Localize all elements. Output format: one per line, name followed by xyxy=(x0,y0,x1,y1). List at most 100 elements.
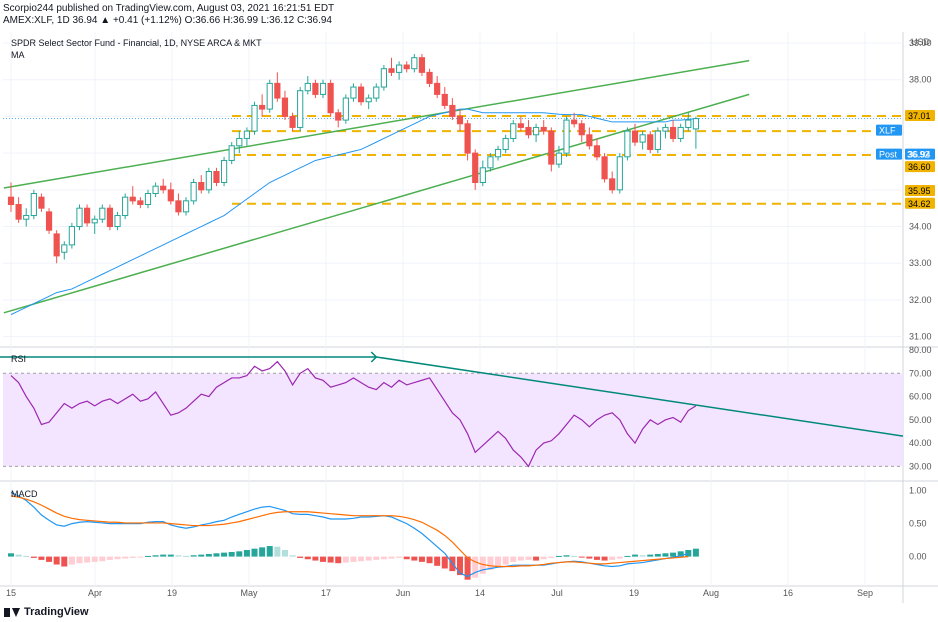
macd-histogram-bar xyxy=(129,556,136,558)
candle-body xyxy=(631,130,639,143)
candle-body xyxy=(160,185,167,191)
macd-histogram-bar xyxy=(517,556,524,561)
candle-body xyxy=(510,123,517,139)
macd-histogram-bar xyxy=(654,553,661,557)
time-tick-label: 15 xyxy=(6,588,16,598)
signal-line xyxy=(10,495,689,568)
macd-histogram-bar xyxy=(106,556,113,560)
macd-histogram-bar xyxy=(91,556,98,562)
candle-body xyxy=(578,123,585,136)
candle-body xyxy=(403,64,410,70)
macd-histogram-bar xyxy=(548,556,555,558)
macd-histogram-bar xyxy=(593,556,600,560)
candle-body xyxy=(426,71,433,84)
macd-histogram-bar xyxy=(213,553,220,557)
rsi-label[interactable]: RSI xyxy=(11,354,27,364)
candle-body xyxy=(91,218,98,224)
ma-indicator-label[interactable]: MA xyxy=(11,50,25,60)
macd-histogram-bar xyxy=(183,555,190,557)
macd-histogram-bar xyxy=(396,556,403,558)
macd-histogram-bar xyxy=(76,556,83,564)
candle-body xyxy=(502,137,509,150)
price-label-text: 37.01 xyxy=(908,111,931,121)
price-label-text: 34.62 xyxy=(908,199,931,209)
post-label-text: Post xyxy=(879,150,898,160)
candle-body xyxy=(213,170,220,183)
candle-body xyxy=(434,82,441,95)
candle-body xyxy=(365,97,372,103)
macd-tick-label: 0.50 xyxy=(909,519,927,529)
candle-body xyxy=(449,104,456,117)
macd-histogram-bar xyxy=(495,556,502,568)
macd-histogram-bar xyxy=(68,556,75,565)
candle-body xyxy=(487,156,494,169)
candle-body xyxy=(616,156,623,191)
macd-histogram-bar xyxy=(380,556,387,560)
macd-histogram-bar xyxy=(525,556,532,560)
price-label-text: XLF xyxy=(879,126,896,136)
grid-lines xyxy=(0,32,938,603)
macd-histogram-bar xyxy=(677,551,684,557)
candle-body xyxy=(220,159,228,183)
candle-body xyxy=(312,82,319,95)
macd-histogram-bar xyxy=(61,556,68,567)
macd-histogram-bar xyxy=(53,556,60,565)
macd-histogram-bar xyxy=(228,551,235,557)
candle-body xyxy=(639,134,646,143)
candle-body xyxy=(23,215,30,220)
macd-histogram-bar xyxy=(205,553,212,557)
macd-histogram-bar xyxy=(487,556,494,570)
macd-histogram-bar xyxy=(434,556,441,566)
time-tick-label: Jul xyxy=(551,588,563,598)
candle-body xyxy=(350,86,357,99)
candle-body xyxy=(274,82,281,99)
macd-histogram-bar xyxy=(479,556,486,574)
candle-body xyxy=(99,207,106,220)
candle-body xyxy=(30,193,37,217)
price-label-text: 35.95 xyxy=(908,186,931,196)
macd-histogram-bar xyxy=(38,556,45,560)
macd-histogram-bar xyxy=(243,550,250,557)
candle-body xyxy=(175,200,182,213)
candle-body xyxy=(243,130,251,139)
macd-histogram-bar xyxy=(350,556,357,562)
rsi-tick-label: 50.00 xyxy=(909,415,932,425)
macd-histogram-bar xyxy=(365,556,372,561)
macd-histogram-bar xyxy=(175,555,182,557)
candle-body xyxy=(53,233,60,257)
time-tick-label: 19 xyxy=(629,588,639,598)
candle-body xyxy=(472,152,479,183)
price-label-last xyxy=(905,148,935,160)
candle-body xyxy=(456,115,464,125)
macd-tick-label: 0.00 xyxy=(909,552,927,562)
macd-histogram-bar xyxy=(563,555,570,557)
macd-label[interactable]: MACD xyxy=(11,489,38,499)
rsi-tick-label: 80.00 xyxy=(909,345,932,355)
publish-info: Scorpio244 published on TradingView.com,… xyxy=(3,3,335,14)
post-value-text: 36.92 xyxy=(907,150,930,160)
macd-histogram-bar xyxy=(441,556,448,569)
candle-body xyxy=(106,207,114,228)
time-tick-label: Jun xyxy=(396,588,411,598)
rsi-pane xyxy=(0,351,904,468)
candle-body xyxy=(441,93,448,106)
candle-body xyxy=(190,181,197,202)
candle-body xyxy=(7,196,15,206)
symbol-ohlc: AMEX:XLF, 1D 36.94 ▲ +0.41 (+1.12%) O:36… xyxy=(3,15,332,26)
candle-body xyxy=(411,57,418,70)
candle-body xyxy=(418,57,426,73)
candle-body xyxy=(624,130,631,158)
candle-body xyxy=(335,112,342,121)
rsi-tick-label: 30.00 xyxy=(909,461,932,471)
candle-body xyxy=(342,97,349,121)
candle-body xyxy=(198,181,205,191)
candle-body xyxy=(45,211,53,231)
macd-histogram-bar xyxy=(632,554,639,557)
rsi-line xyxy=(10,360,697,468)
macd-histogram-bar xyxy=(137,556,144,558)
rsi-band xyxy=(3,373,903,467)
candle-body xyxy=(129,196,136,202)
candle-body xyxy=(319,82,327,95)
macd-pane xyxy=(8,492,699,580)
